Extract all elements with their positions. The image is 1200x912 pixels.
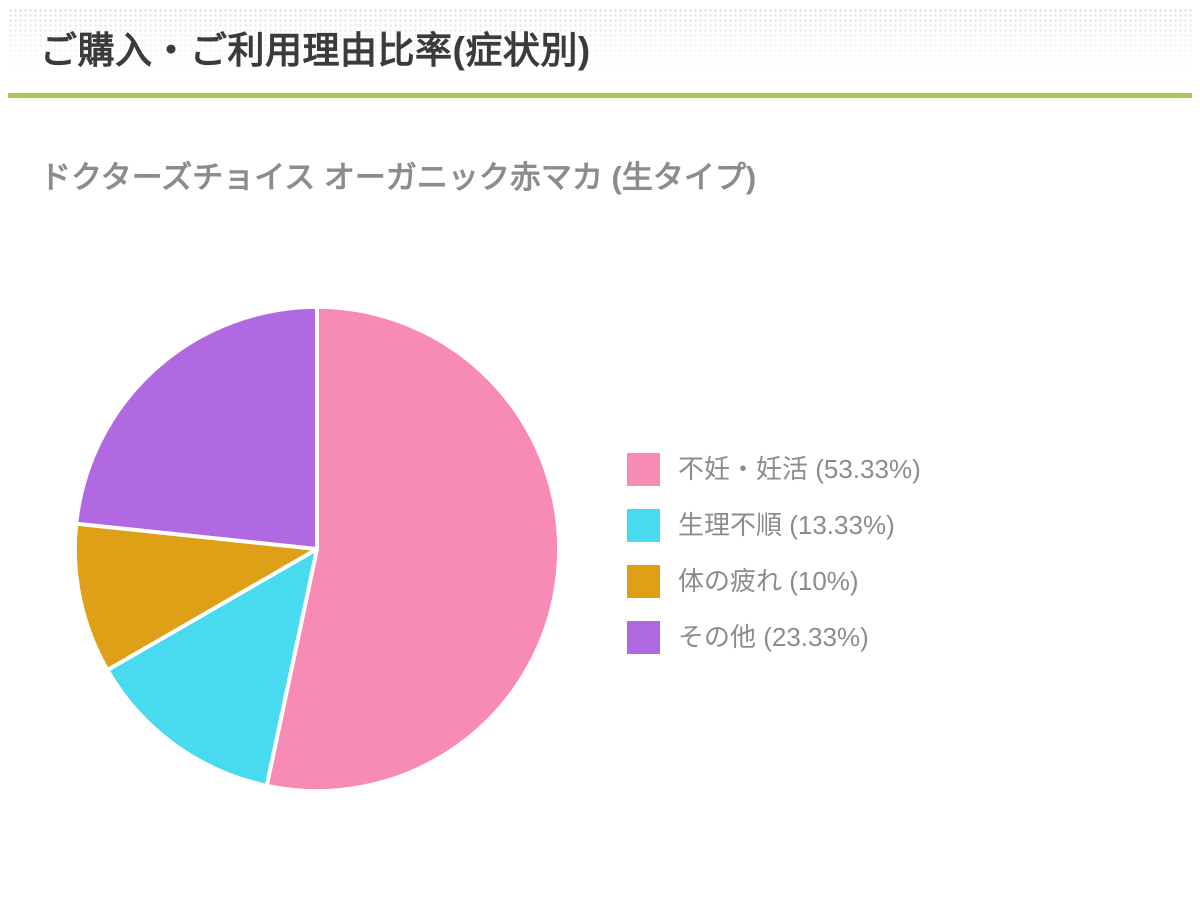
legend-item-funin-ninkatsu[interactable]: 不妊・妊活 (53.33%)	[627, 453, 921, 486]
header-divider	[8, 93, 1192, 98]
chart-legend: 不妊・妊活 (53.33%) 生理不順 (13.33%) 体の疲れ (10%) …	[627, 453, 921, 654]
legend-swatch-cyan	[627, 509, 660, 542]
legend-item-sonota[interactable]: その他 (23.33%)	[627, 621, 921, 654]
legend-label: 不妊・妊活 (53.33%)	[678, 454, 921, 484]
pie-slice-1[interactable]	[105, 547, 319, 788]
page-title: ご購入・ご利用理由比率(症状別)	[40, 30, 591, 71]
pie-slice-0[interactable]	[264, 304, 561, 794]
pie-chart	[70, 302, 564, 796]
page-header: ご購入・ご利用理由比率(症状別)	[8, 8, 1192, 93]
pie-chart-svg	[72, 304, 561, 794]
pie-slice-3[interactable]	[74, 304, 319, 551]
legend-item-karadano-tsukare[interactable]: 体の疲れ (10%)	[627, 565, 921, 598]
legend-label: 体の疲れ (10%)	[678, 566, 859, 596]
legend-label: 生理不順 (13.33%)	[678, 510, 895, 540]
legend-swatch-orange	[627, 565, 660, 598]
legend-item-seirifujun[interactable]: 生理不順 (13.33%)	[627, 509, 921, 542]
legend-swatch-purple	[627, 621, 660, 654]
pie-slice-2[interactable]	[72, 521, 319, 673]
page: ご購入・ご利用理由比率(症状別) ドクターズチョイス オーガニック赤マカ (生タ…	[0, 0, 1200, 193]
chart-title: ドクターズチョイス オーガニック赤マカ (生タイプ)	[40, 160, 757, 195]
legend-label: その他 (23.33%)	[678, 622, 869, 652]
legend-swatch-pink	[627, 453, 660, 486]
